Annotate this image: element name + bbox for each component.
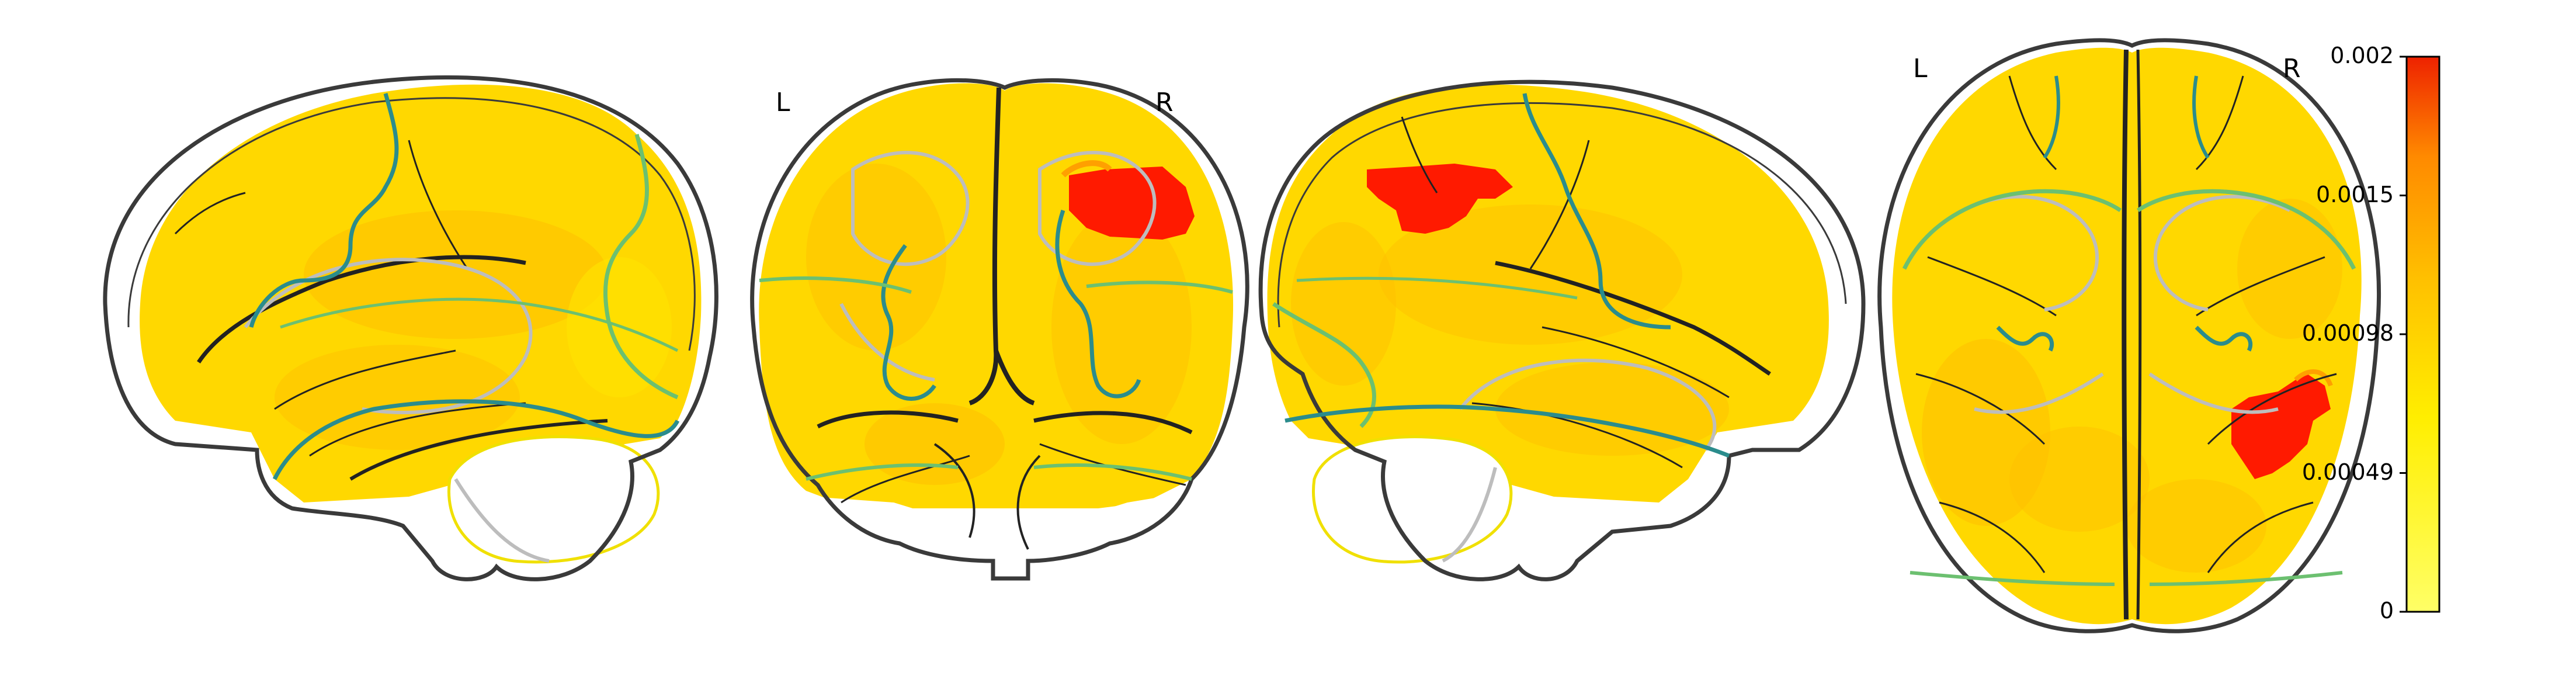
axial-right-label: R xyxy=(2283,54,2301,84)
coronal-hotspot xyxy=(1069,167,1195,240)
colorbar-tick-label: 0.00098 xyxy=(2301,320,2394,346)
axial-hotspot xyxy=(2231,374,2331,479)
sagittal-left-view xyxy=(103,75,718,581)
coronal-right-label: R xyxy=(1155,88,1174,117)
sagittal-left-outline xyxy=(103,75,718,581)
colorbar-gradient xyxy=(2405,56,2440,613)
axial-outline xyxy=(1877,38,2381,633)
sagittal-right-view xyxy=(1258,79,1866,581)
colorbar-tick-marks xyxy=(2400,56,2407,613)
axial-left-label: L xyxy=(1913,54,1928,84)
sagittal-right-hotspot xyxy=(1367,164,1513,234)
colorbar-tick-label: 0.0015 xyxy=(2316,181,2394,207)
coronal-outline xyxy=(750,78,1249,581)
colorbar-tick-label: 0.002 xyxy=(2330,43,2394,68)
axial-view xyxy=(1877,38,2381,633)
colorbar-tick-label: 0.00049 xyxy=(2301,459,2394,485)
colorbar xyxy=(2400,56,2440,613)
colorbar-tick-label: 0 xyxy=(2379,598,2394,623)
sagittal-right-outline xyxy=(1258,79,1866,581)
coronal-left-label: L xyxy=(776,88,790,117)
coronal-view xyxy=(750,78,1249,581)
